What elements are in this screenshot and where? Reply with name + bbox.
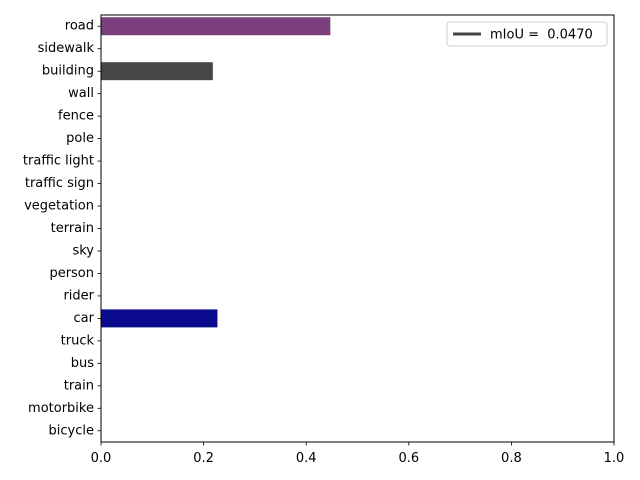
- y-tick-label: traffic sign: [25, 176, 94, 191]
- legend: mIoU = 0.0470: [446, 21, 608, 47]
- y-tick-label: terrain: [51, 221, 94, 236]
- y-tick-label: fence: [58, 109, 94, 124]
- x-tick-label: 0.0: [91, 451, 112, 466]
- y-tick-label: rider: [63, 288, 94, 303]
- y-tick-label: wall: [68, 86, 94, 101]
- y-tick-label: person: [49, 266, 94, 281]
- plot-frame: [100, 14, 615, 443]
- y-tick-label: car: [74, 311, 95, 326]
- y-tick-label: train: [64, 378, 94, 393]
- x-tick-label: 0.4: [296, 451, 317, 466]
- bars-group: [101, 17, 331, 328]
- x-axis-ticks: 0.0 0.2 0.4 0.6 0.8 1.0: [91, 442, 625, 466]
- y-tick-label: sky: [72, 243, 94, 258]
- y-tick-label: traffic light: [23, 154, 94, 169]
- y-tick-label: vegetation: [24, 199, 94, 214]
- bar-building: [101, 62, 213, 81]
- y-tick-label: building: [42, 64, 94, 79]
- legend-box: [446, 21, 608, 47]
- y-tick-label: bicycle: [49, 423, 94, 438]
- bar-car: [101, 309, 218, 328]
- x-tick-label: 0.6: [398, 451, 419, 466]
- y-tick-label: truck: [61, 333, 95, 348]
- y-tick-label: pole: [66, 131, 94, 146]
- legend-label: mIoU = 0.0470: [490, 28, 593, 43]
- y-tick-label: motorbike: [28, 401, 94, 416]
- bar-road: [101, 17, 331, 36]
- y-tick-label: road: [65, 19, 94, 34]
- y-axis-ticks: road sidewalk building wall fence pole traffic…: [23, 19, 101, 438]
- x-tick-label: 1.0: [604, 451, 625, 466]
- x-tick-label: 0.8: [501, 451, 522, 466]
- y-tick-label: bus: [71, 356, 94, 371]
- y-tick-label: sidewalk: [38, 41, 95, 56]
- x-tick-label: 0.2: [193, 451, 214, 466]
